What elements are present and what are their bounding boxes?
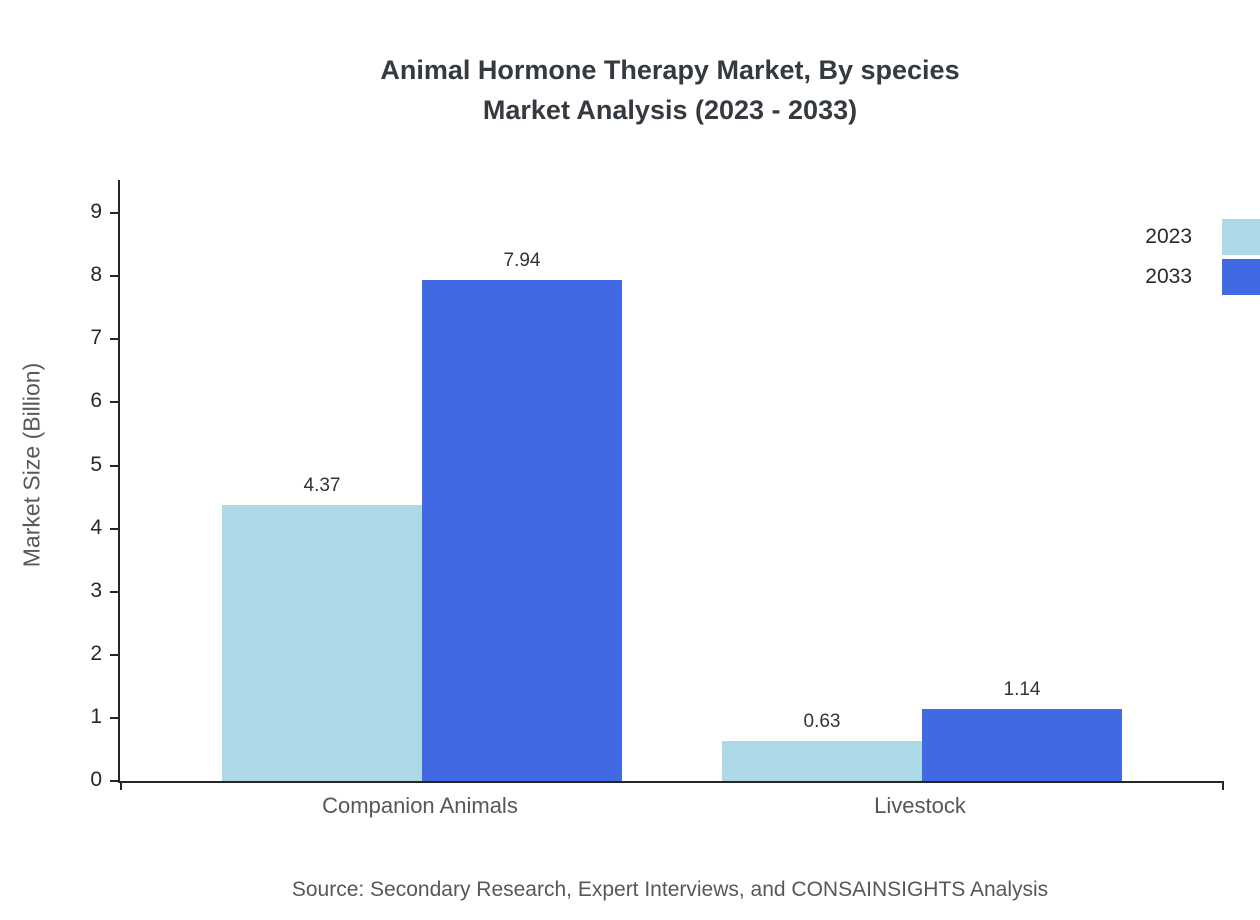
x-category-label: Companion Animals: [322, 793, 518, 818]
bar-value-label: 1.14: [1003, 679, 1041, 700]
y-axis-tick-label: 6: [90, 389, 102, 413]
legend-label: 2023: [1145, 225, 1192, 248]
y-axis-tick: [110, 780, 120, 782]
bar-value-label: 0.63: [803, 711, 841, 732]
bar-livestock-2033: [922, 709, 1122, 781]
x-axis-end-tick: [120, 781, 122, 790]
y-axis-tick: [110, 464, 120, 467]
legend-swatch-2023: [1222, 219, 1260, 255]
y-axis-tick-label: 7: [90, 326, 102, 350]
bar-companion-animals-2033: [422, 280, 622, 781]
y-axis-tick: [110, 716, 120, 719]
legend: 2023 2033: [1145, 219, 1260, 299]
legend-label: 2033: [1145, 265, 1192, 288]
y-axis-tick-label: 0: [90, 768, 102, 791]
y-axis-tick: [110, 275, 120, 278]
x-category-label: Livestock: [874, 793, 966, 818]
bar-value-label: 4.37: [303, 475, 341, 496]
legend-swatch-2033: [1222, 259, 1260, 295]
y-axis-tick: [110, 590, 120, 593]
bar-companion-animals-2023: [222, 505, 422, 781]
chart-title-line1: Animal Hormone Therapy Market, By specie…: [380, 55, 960, 85]
y-axis-tick: [110, 653, 120, 656]
y-axis-tick-label: 1: [90, 704, 102, 728]
bar-value-label: 7.94: [503, 250, 541, 271]
y-axis-tick-label: 3: [90, 578, 102, 602]
chart-title-line2: Market Analysis (2023 - 2033): [482, 95, 858, 125]
bar-livestock-2023: [722, 741, 922, 781]
y-axis-tick-label: 4: [90, 515, 102, 539]
y-axis-tick: [110, 401, 120, 404]
y-axis-tick-label: 8: [90, 263, 102, 287]
plot-area: 0 1 2 3 4 5 6 7 8 9 4.37 7.94 0.63 1.14: [90, 180, 1224, 791]
y-axis-tick-label: 2: [90, 641, 102, 665]
y-axis-tick: [110, 338, 120, 341]
y-axis-tick: [110, 527, 120, 530]
y-axis-tick: [110, 212, 120, 215]
legend-item: 2033: [1145, 259, 1260, 295]
y-axis-tick-label: 5: [90, 452, 102, 476]
y-axis-label: Market Size (Billion): [18, 362, 45, 568]
legend-item: 2023: [1145, 219, 1260, 255]
chart-title: Animal Hormone Therapy Market, By specie…: [80, 50, 1260, 130]
y-axis-tick-label: 9: [90, 200, 102, 224]
x-axis-end-tick: [1222, 781, 1224, 790]
source-note: Source: Secondary Research, Expert Inter…: [291, 878, 1049, 901]
